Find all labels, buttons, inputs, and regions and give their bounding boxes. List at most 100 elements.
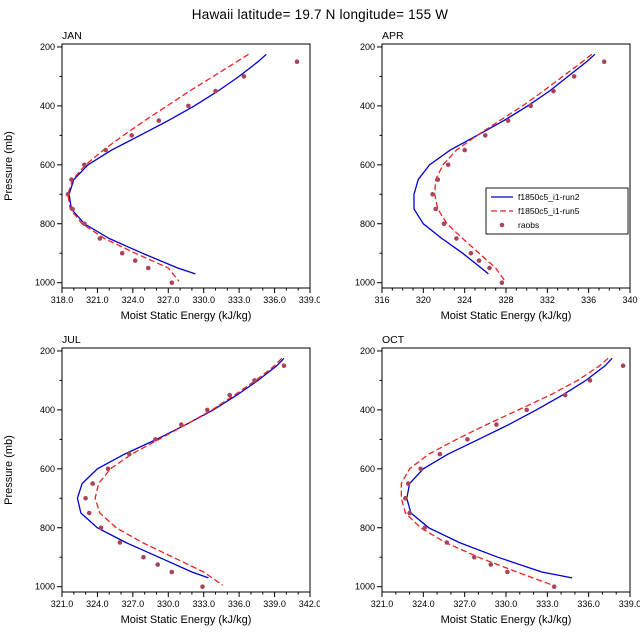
- x-tick-label: 324: [457, 295, 472, 305]
- raobs-dot: [528, 103, 534, 109]
- x-tick-label: 340: [622, 295, 637, 305]
- x-tick-label: 336.0: [228, 599, 251, 609]
- x-tick-label: 320: [416, 295, 431, 305]
- x-tick-label: 318.0: [51, 295, 74, 305]
- series-line-f1850c5_i1-run2: [406, 357, 613, 579]
- raobs-dot: [90, 481, 95, 486]
- x-tick-label: 342.0: [299, 599, 320, 609]
- raobs-dot: [437, 451, 443, 457]
- raobs-dot: [587, 378, 593, 383]
- y-tick-label: 600: [360, 464, 375, 474]
- x-tick-label: 339.0: [619, 599, 640, 609]
- y-tick-label: 800: [40, 523, 55, 533]
- raobs-dot: [422, 525, 427, 531]
- raobs-dot: [70, 206, 75, 212]
- x-tick-label: 339.0: [263, 599, 286, 609]
- raobs-dot: [499, 280, 505, 285]
- series-line-f1850c5_i1-run2: [76, 357, 285, 579]
- tick-labels: 316 320 324 328 332 336 340 200 400 600 800 1000: [355, 42, 638, 305]
- raobs-dot: [205, 407, 210, 413]
- chart-panel-jul: 321.0 324.0 327.0 330.0 333.0 336.0 339.0 342.0…: [3, 334, 320, 626]
- raobs-dot: [213, 88, 218, 94]
- x-tick-label: 316: [374, 295, 389, 305]
- plot-frame: [61, 43, 311, 289]
- y-tick-label: 1000: [35, 582, 55, 592]
- raobs-dot: [98, 525, 104, 531]
- raobs-dot: [82, 162, 87, 168]
- raobs-dot: [430, 192, 435, 197]
- raobs-dot: [551, 88, 556, 94]
- y-tick-label: 400: [360, 101, 375, 111]
- charts-grid: 318.0 321.0 324.0 327.0 330.0 333.0 336.0 339.0…: [0, 30, 640, 638]
- x-tick-label: 339.0: [299, 295, 320, 305]
- raobs-dot: [200, 584, 205, 589]
- raobs-dot: [156, 118, 162, 123]
- x-tick-label: 333.0: [228, 295, 251, 305]
- raobs-dots: [65, 59, 300, 285]
- x-tick-label: 332: [540, 295, 555, 305]
- raobs-dot: [494, 422, 499, 427]
- raobs-dot: [69, 177, 74, 182]
- x-tick-label: 336: [581, 295, 596, 305]
- raobs-dot: [127, 451, 132, 457]
- x-tick-label: 328: [498, 295, 513, 305]
- raobs-dots: [403, 363, 626, 589]
- y-tick-label: 1000: [355, 582, 375, 592]
- raobs-dot: [487, 265, 492, 271]
- raobs-dot: [169, 280, 175, 285]
- x-tick-label: 327.0: [122, 599, 145, 609]
- raobs-dot: [505, 569, 510, 575]
- raobs-dot: [179, 422, 184, 427]
- raobs-dot: [155, 562, 160, 567]
- axes: [377, 350, 631, 597]
- x-tick-label: 324.0: [122, 295, 145, 305]
- panel-title: APR: [382, 30, 404, 42]
- x-tick-label: 333.0: [536, 599, 559, 609]
- y-tick-label: 800: [360, 219, 375, 229]
- raobs-dot: [86, 510, 92, 516]
- y-tick-label: 400: [40, 405, 55, 415]
- raobs-dot: [241, 74, 247, 79]
- raobs-dot: [601, 59, 607, 64]
- x-tick-label: 336.0: [263, 295, 286, 305]
- x-axis-label: Moist Static Energy (kJ/kg): [121, 310, 252, 322]
- raobs-dot: [186, 103, 191, 109]
- x-tick-label: 333.0: [192, 599, 215, 609]
- raobs-dot: [141, 554, 146, 560]
- series-line-f1850c5_i1-run5: [434, 53, 593, 282]
- figure-title: Hawaii latitude= 19.7 N longitude= 155 W: [191, 7, 449, 22]
- chart-panel-jan: 318.0 321.0 324.0 327.0 330.0 333.0 336.0 339.0…: [3, 30, 320, 322]
- y-tick-label: 200: [360, 346, 375, 356]
- raobs-dot: [119, 250, 125, 256]
- raobs-dot: [462, 147, 467, 153]
- y-axis-label: Pressure (mb): [3, 131, 15, 201]
- y-tick-label: 1000: [355, 278, 375, 288]
- x-tick-label: 321.0: [371, 599, 394, 609]
- raobs-dot: [294, 59, 300, 64]
- legend-marker-dot: [499, 222, 505, 228]
- legend-label: f1850c5_i1-run2: [518, 192, 580, 202]
- raobs-dot: [227, 392, 232, 398]
- tick-labels: 321.0 324.0 327.0 330.0 333.0 336.0 339.0 200 40…: [355, 346, 640, 609]
- axes: [57, 350, 311, 597]
- x-tick-label: 330.0: [495, 599, 518, 609]
- raobs-dot: [476, 258, 482, 263]
- raobs-dot: [524, 407, 529, 413]
- series-line-f1850c5_i1-run2: [68, 53, 267, 275]
- raobs-dot: [129, 133, 134, 138]
- y-tick-label: 800: [40, 219, 55, 229]
- y-tick-label: 400: [40, 101, 55, 111]
- y-tick-label: 200: [40, 42, 55, 52]
- x-axis-label: Moist Static Energy (kJ/kg): [121, 614, 252, 626]
- raobs-dot: [444, 540, 450, 545]
- raobs-dot: [505, 118, 511, 123]
- raobs-dot: [454, 236, 459, 241]
- raobs-dot: [97, 236, 103, 241]
- raobs-dot: [468, 250, 474, 256]
- raobs-dot: [483, 133, 488, 138]
- x-tick-label: 324.0: [86, 599, 109, 609]
- series-line-f1850c5_i1-run5: [94, 357, 283, 586]
- raobs-dot: [472, 554, 477, 560]
